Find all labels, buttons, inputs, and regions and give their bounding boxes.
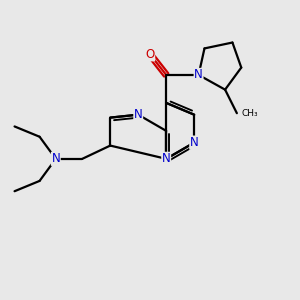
- Text: N: N: [190, 136, 199, 149]
- Text: O: O: [146, 48, 154, 61]
- Text: N: N: [134, 108, 142, 121]
- Text: N: N: [51, 152, 60, 165]
- Text: N: N: [194, 68, 203, 81]
- Text: CH₃: CH₃: [241, 109, 258, 118]
- Text: N: N: [162, 152, 171, 165]
